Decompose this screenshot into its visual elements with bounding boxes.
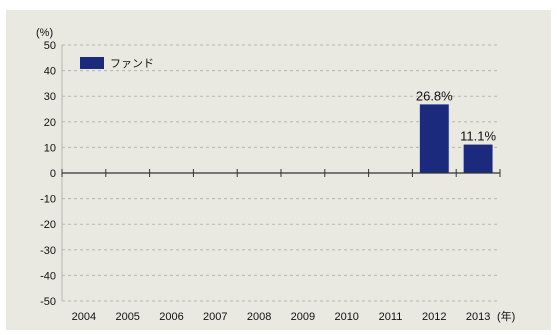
data-label: 26.8% (416, 88, 453, 103)
y-tick-label: 20 (44, 117, 56, 129)
x-tick-label: 2012 (422, 311, 446, 323)
bar-2013 (463, 144, 493, 173)
bar-2012 (419, 104, 449, 173)
gridlines (61, 44, 500, 302)
y-tick-label: -20 (40, 219, 56, 231)
x-tick-label: 2004 (72, 311, 96, 323)
legend-swatch (80, 57, 104, 69)
bars (419, 104, 493, 173)
zero-axis (61, 169, 501, 177)
x-tick-label: 2007 (203, 311, 227, 323)
x-tick-label: 2008 (247, 311, 271, 323)
y-tick-label: -30 (40, 245, 56, 257)
legend: ファンド (80, 57, 154, 70)
y-tick-label: -10 (40, 194, 56, 206)
x-tick-label: 2013 (466, 311, 490, 323)
x-tick-label: 2011 (379, 311, 403, 323)
y-tick-label: 10 (44, 142, 56, 154)
x-tick-label: 2009 (291, 311, 315, 323)
y-tick-label: -50 (40, 296, 56, 308)
y-tick-label: -40 (40, 270, 56, 282)
x-axis-ticks: 2004 2005 2006 2007 2008 2009 2010 2011 2012 2013 (72, 311, 491, 323)
legend-label: ファンド (110, 57, 154, 70)
y-tick-label: 30 (44, 91, 56, 103)
data-labels: 26.8% 11.1% (416, 88, 497, 143)
x-tick-label: 2005 (115, 311, 139, 323)
y-axis-ticks: 50 40 30 20 10 0 -10 -20 -30 -40 -50 (40, 40, 56, 308)
y-tick-label: 40 (44, 66, 56, 78)
x-tick-label: 2010 (334, 311, 358, 323)
data-label: 11.1% (460, 129, 496, 144)
y-tick-label: 50 (44, 40, 56, 52)
y-tick-label: 0 (50, 168, 56, 180)
y-axis-unit-label: (%) (36, 27, 53, 39)
x-tick-label: 2006 (159, 311, 183, 323)
x-axis-unit-label: (年) (497, 309, 515, 323)
